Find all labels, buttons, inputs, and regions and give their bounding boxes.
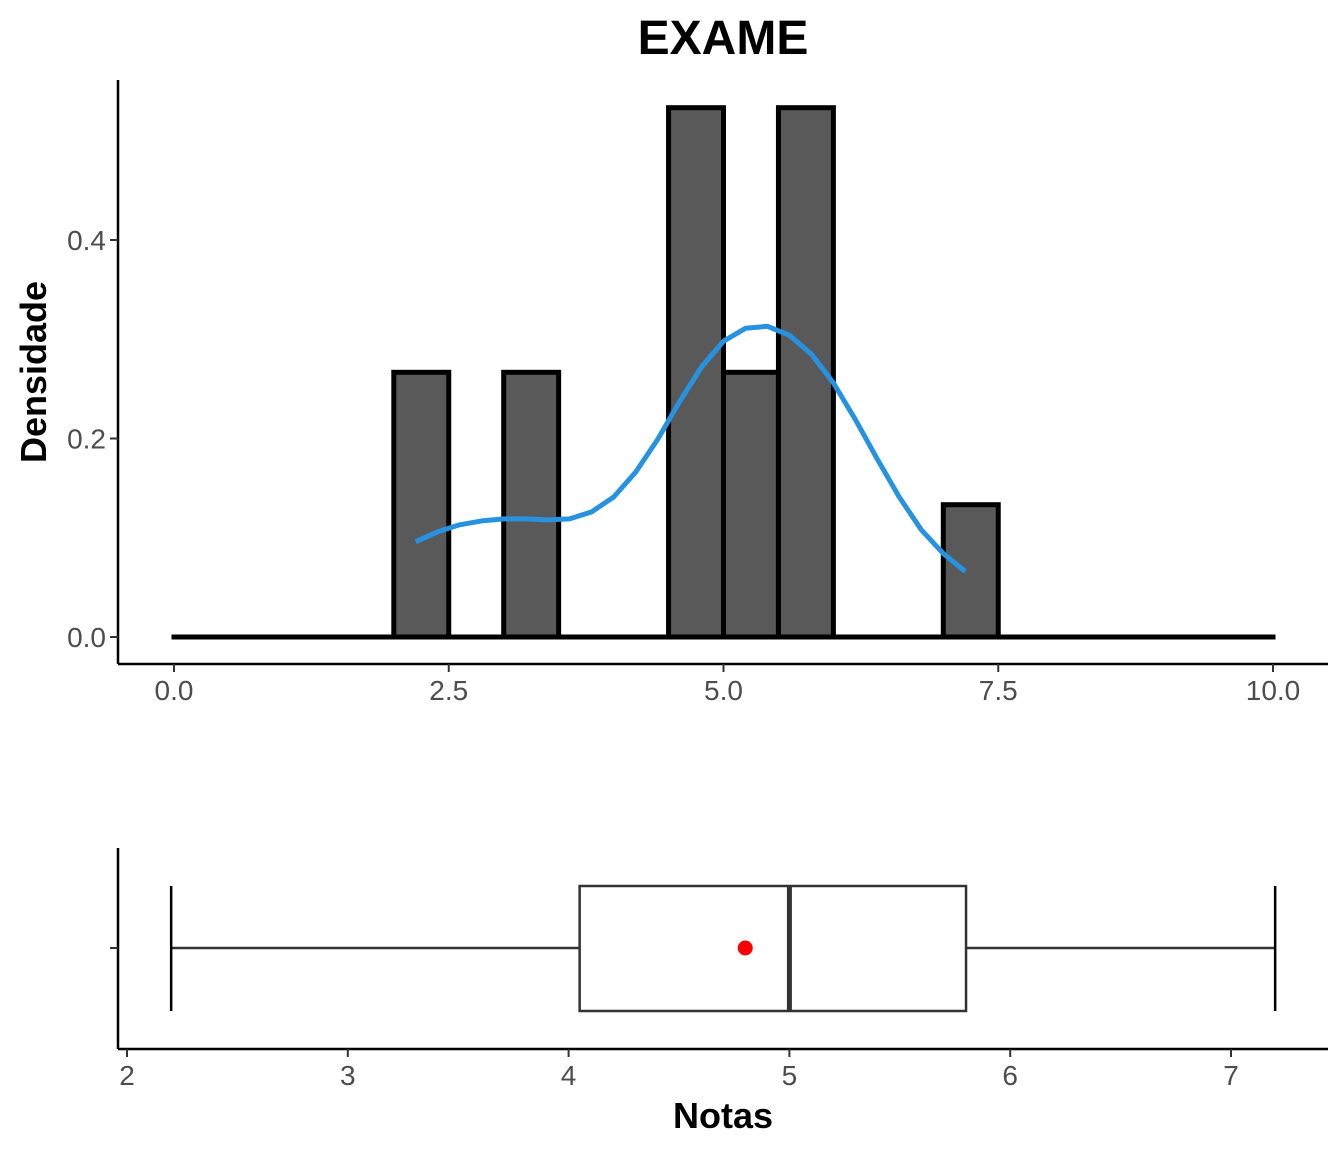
x-tick-label: 5.0 xyxy=(704,675,743,706)
histogram-panel: 0.0 0.2 0.4 0.0 2.5 5.0 7.5 10.0 xyxy=(67,80,1328,706)
histogram-bar xyxy=(721,369,781,640)
density-curve xyxy=(414,323,967,574)
boxplot-x-tick-label: 2 xyxy=(119,1060,135,1091)
x-tick-label: 0.0 xyxy=(155,675,194,706)
boxplot-x-tick-label: 3 xyxy=(340,1060,356,1091)
boxplot-x-tick-label: 6 xyxy=(1002,1060,1018,1091)
y-axis-title: Densidade xyxy=(13,281,54,463)
x-axis-title: Notas xyxy=(673,1095,773,1136)
histogram-bar xyxy=(501,369,562,640)
x-tick-label: 2.5 xyxy=(429,675,468,706)
boxplot-panel: 2 3 4 5 6 7 xyxy=(110,848,1328,1091)
x-tick-label: 7.5 xyxy=(979,675,1018,706)
boxplot-x-tick-label: 4 xyxy=(561,1060,577,1091)
chart-title: EXAME xyxy=(638,12,809,65)
histogram-bar xyxy=(391,369,452,640)
y-tick-label: 0.2 xyxy=(67,424,106,455)
histogram-bar xyxy=(940,502,1001,640)
interquartile-box xyxy=(578,884,968,1013)
y-tick-label: 0.4 xyxy=(67,225,106,256)
boxplot-x-tick-label: 5 xyxy=(782,1060,798,1091)
mean-point xyxy=(737,940,753,956)
x-tick-label: 10.0 xyxy=(1246,675,1301,706)
y-tick-label: 0.0 xyxy=(67,622,106,653)
boxplot-x-tick-label: 7 xyxy=(1223,1060,1239,1091)
